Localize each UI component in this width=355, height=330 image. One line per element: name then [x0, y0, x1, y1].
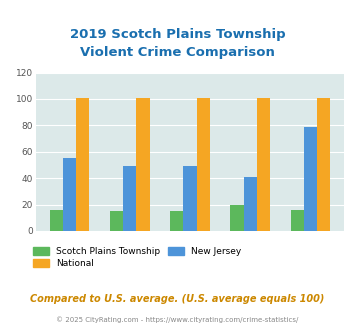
- Bar: [50, 210, 63, 231]
- Bar: [63, 158, 76, 231]
- Bar: [183, 166, 197, 231]
- Bar: [257, 98, 270, 231]
- Bar: [317, 98, 330, 231]
- Bar: [136, 98, 149, 231]
- Text: © 2025 CityRating.com - https://www.cityrating.com/crime-statistics/: © 2025 CityRating.com - https://www.city…: [56, 316, 299, 323]
- Bar: [123, 166, 136, 231]
- Bar: [76, 98, 89, 231]
- Bar: [197, 98, 210, 231]
- Text: 2019 Scotch Plains Township
Violent Crime Comparison: 2019 Scotch Plains Township Violent Crim…: [70, 28, 285, 59]
- Bar: [110, 211, 123, 231]
- Bar: [170, 211, 183, 231]
- Text: Compared to U.S. average. (U.S. average equals 100): Compared to U.S. average. (U.S. average …: [30, 294, 325, 304]
- Bar: [230, 205, 244, 231]
- Bar: [290, 210, 304, 231]
- Legend: Scotch Plains Township, National, New Jersey: Scotch Plains Township, National, New Je…: [33, 247, 241, 268]
- Bar: [304, 127, 317, 231]
- Bar: [244, 177, 257, 231]
